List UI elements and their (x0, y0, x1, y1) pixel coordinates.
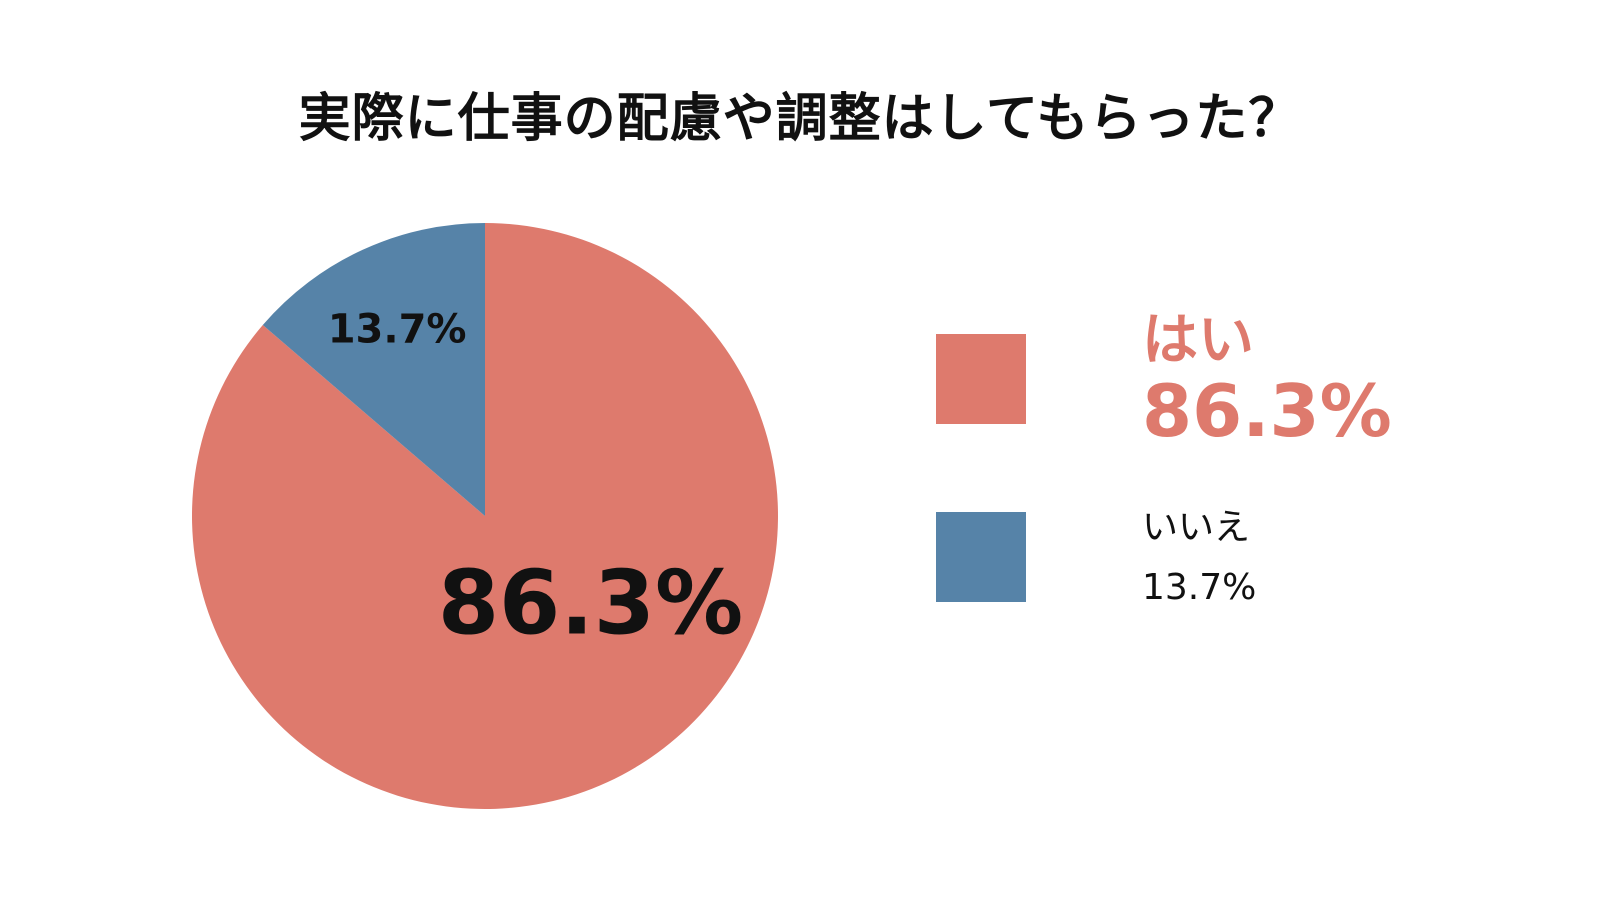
legend-label-no: いいえ (1142, 507, 1251, 548)
legend-value-no: 13.7% (1142, 567, 1257, 608)
pie-data-label-no: 13.7% (328, 306, 467, 352)
chart-title: 実際に仕事の配慮や調整はしてもらった？ (298, 89, 1302, 149)
legend-value-yes: 86.3% (1142, 369, 1392, 453)
legend-swatch-no (936, 512, 1026, 602)
legend-swatch-yes (936, 334, 1026, 424)
legend-label-yes: はい (1142, 308, 1254, 373)
pie-data-label-yes: 86.3% (438, 552, 743, 655)
pie-slice-no (262, 223, 485, 516)
